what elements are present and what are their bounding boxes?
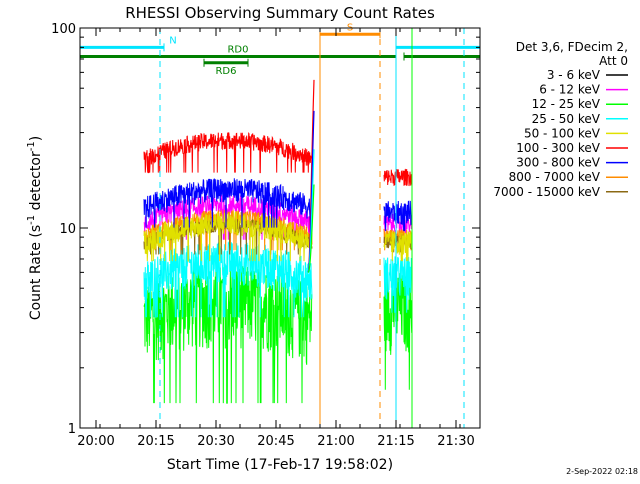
y-label-sup2: -1 <box>26 141 37 151</box>
legend-label-1: 3 - 6 keV <box>547 68 601 82</box>
x-tick-label-0: 20:00 <box>77 434 114 449</box>
trace-50-100-keV-seg1 <box>143 210 313 262</box>
y-label-mid: detector <box>28 151 44 215</box>
trace-100-300-keV-seg2 <box>383 168 413 187</box>
axis-layer: 20:00 20:15 20:30 20:45 21:00 21:15 21:30 1 10 10… <box>51 22 481 449</box>
legend-label-2: 6 - 12 keV <box>539 83 601 97</box>
spike-12-25-keV <box>307 184 315 273</box>
legend-label-8: 800 - 7000 keV <box>509 170 601 184</box>
x-tick-label-1: 20:15 <box>137 434 174 449</box>
flag-label-RD6: RD6 <box>215 66 236 77</box>
footer-timestamp: 2-Sep-2022 02:18 <box>566 467 638 476</box>
trace-300-800-keV-seg1 <box>143 178 313 228</box>
y-label-sup: -1 <box>26 215 37 225</box>
trace-300-800-keV-seg2 <box>383 200 413 232</box>
legend-label-7: 300 - 800 keV <box>516 156 600 170</box>
y-tick-label-1: 10 <box>59 222 76 237</box>
x-tick-label-5: 21:15 <box>377 434 414 449</box>
x-tick-label-2: 20:30 <box>197 434 234 449</box>
x-axis-label: Start Time (17-Feb-17 19:58:02) <box>167 457 393 473</box>
legend-title-2: Att 0 <box>599 54 628 68</box>
trace-50-100-keV-seg2 <box>383 230 413 262</box>
legend-label-3: 12 - 25 keV <box>532 97 601 111</box>
legend-title-1: Det 3,6, FDecim 2, <box>516 40 628 54</box>
x-tick-label-4: 21:00 <box>317 434 354 449</box>
y-label-end: ) <box>28 136 44 141</box>
legend-label-9: 7000 - 15000 keV <box>493 185 600 199</box>
x-tick-label-6: 21:30 <box>437 434 474 449</box>
legend-label-4: 25 - 50 keV <box>532 112 601 126</box>
flag-label-N: N <box>169 35 176 46</box>
y-tick-label-2: 100 <box>51 22 76 37</box>
trace-25-50-keV-seg2 <box>383 256 413 313</box>
legend-label-5: 50 - 100 keV <box>524 126 601 140</box>
chart-title: RHESSI Observing Summary Count Rates <box>125 4 435 22</box>
legend-label-6: 100 - 300 keV <box>516 141 600 155</box>
trace-100-300-keV-seg1 <box>143 131 313 174</box>
y-axis-label: Count Rate (s-1 detector-1) <box>26 136 44 320</box>
vline-layer <box>79 28 465 428</box>
y-tick-label-0: 1 <box>68 422 76 437</box>
plot-data <box>143 79 413 404</box>
flag-label-RD0: RD0 <box>227 45 248 56</box>
x-tick-label-3: 20:45 <box>257 434 294 449</box>
y-label-main: Count Rate (s <box>28 225 44 320</box>
